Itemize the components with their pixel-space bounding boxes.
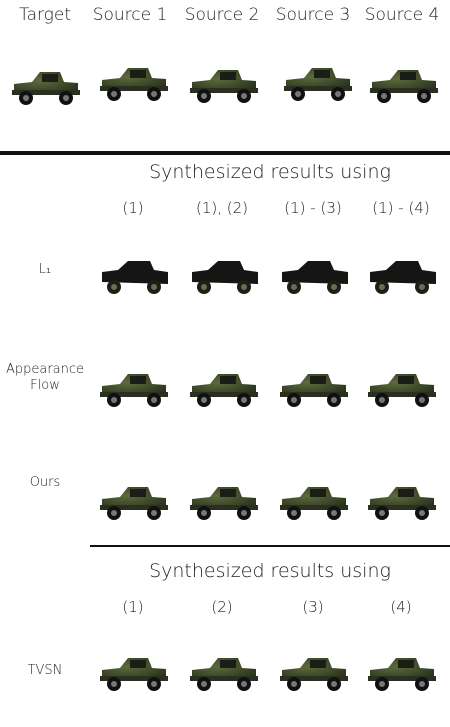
row-label: L₁ [38, 262, 52, 277]
column-label: (1), (2) [195, 199, 249, 217]
source-images [12, 68, 438, 105]
column-label: (3) [302, 598, 324, 616]
section-title: Synthesized results using [149, 560, 391, 582]
column-label: (1) [122, 598, 144, 616]
column-header: Target [18, 5, 72, 25]
row-label: TVSN [27, 663, 63, 678]
section-title: Synthesized results using [149, 161, 391, 183]
row-label: Appearance Flow [5, 362, 85, 393]
tvsn-images [100, 658, 436, 691]
column-label: (1) - (4) [372, 199, 430, 217]
column-header: Source 4 [364, 5, 440, 25]
flow-images [100, 374, 436, 407]
column-label: (1) [122, 199, 144, 217]
row-label: Ours [29, 475, 61, 490]
l1-images [102, 261, 436, 294]
column-header: Source 1 [92, 5, 168, 25]
column-header: Source 2 [184, 5, 260, 25]
column-header: Source 3 [275, 5, 351, 25]
column-label: (2) [211, 598, 233, 616]
ours-images [100, 487, 436, 520]
column-label: (1) - (3) [284, 199, 342, 217]
column-label: (4) [390, 598, 412, 616]
